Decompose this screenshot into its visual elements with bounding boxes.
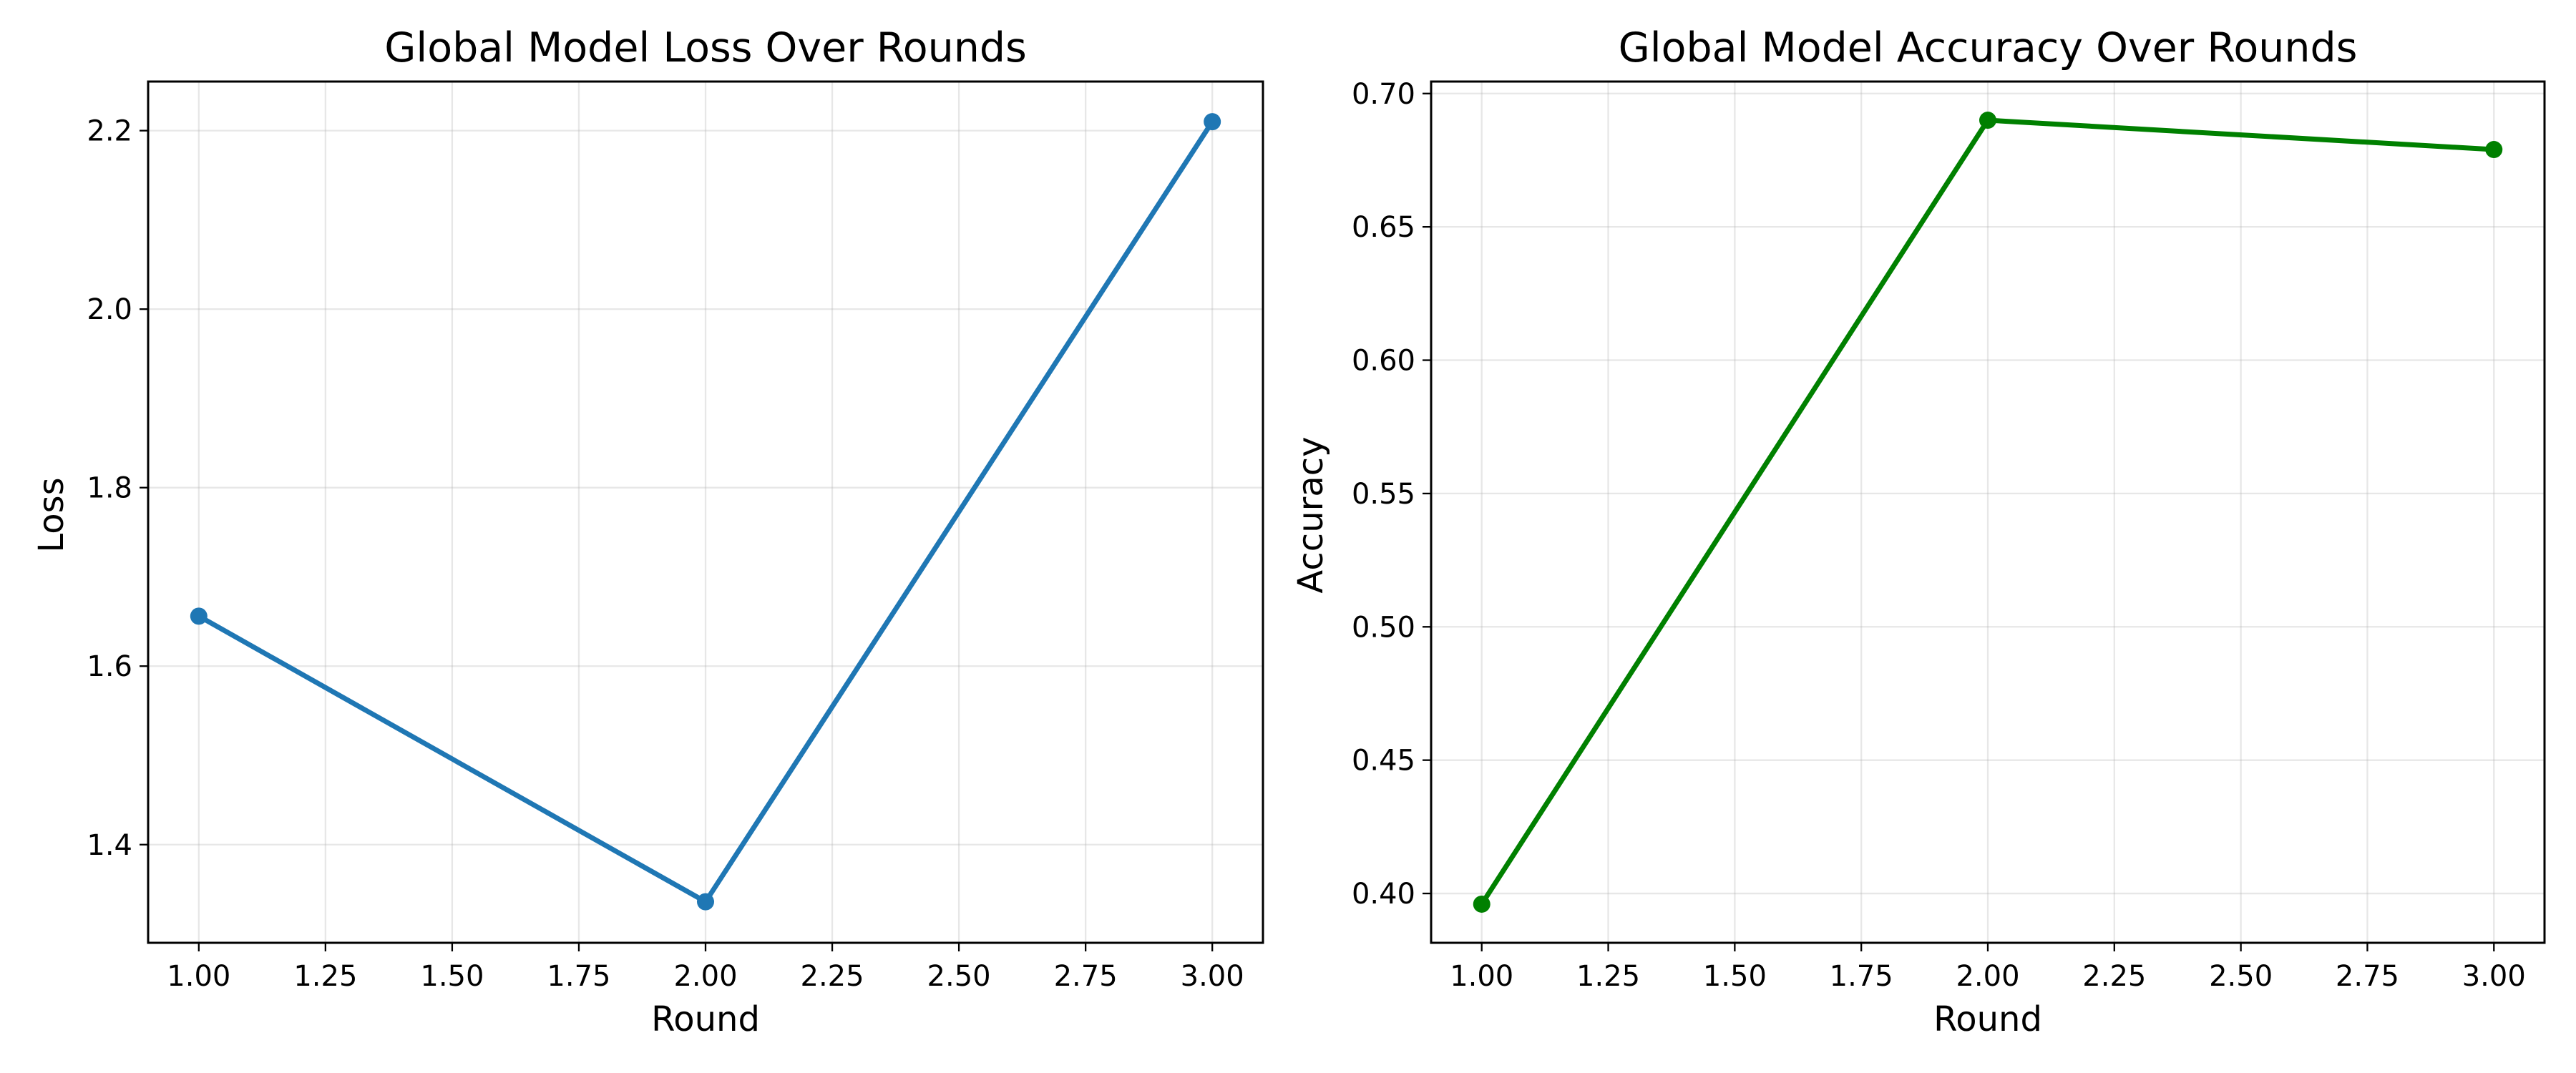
accuracy-y-tick-label: 0.70: [1352, 78, 1415, 111]
loss-x-tick-label: 2.75: [1054, 960, 1118, 993]
accuracy-chart-xlabel: Round: [1933, 999, 2042, 1039]
loss-y-tick-label: 1.8: [87, 472, 132, 505]
loss-x-tick-label: 3.00: [1181, 960, 1244, 993]
accuracy-x-tick-label: 3.00: [2462, 960, 2526, 993]
loss-data-point: [697, 893, 714, 911]
loss-y-tick-label: 1.6: [87, 650, 132, 683]
accuracy-x-tick-label: 1.50: [1703, 960, 1767, 993]
loss-x-tick-label: 2.00: [673, 960, 737, 993]
accuracy-x-tick-label: 1.00: [1450, 960, 1513, 993]
loss-x-tick-label: 2.25: [801, 960, 864, 993]
loss-data-point: [190, 607, 208, 625]
loss-x-tick-label: 2.50: [927, 960, 991, 993]
loss-chart-ylabel: Loss: [31, 477, 72, 552]
accuracy-y-tick-label: 0.60: [1352, 345, 1415, 378]
accuracy-chart: 1.00 1.25 1.50 1.75 2.00 2.25 2.50 2.75 3.00 0.40…: [1291, 24, 2546, 1039]
loss-x-tick-label: 1.00: [167, 960, 230, 993]
accuracy-x-tick-label: 2.25: [2082, 960, 2146, 993]
loss-x-tick-label: 1.25: [293, 960, 357, 993]
accuracy-x-tick-label: 1.25: [1576, 960, 1640, 993]
accuracy-x-tick-label: 2.50: [2209, 960, 2273, 993]
loss-data-point: [1204, 113, 1221, 131]
accuracy-data-point: [2485, 141, 2503, 159]
accuracy-y-tick-label: 0.55: [1352, 478, 1415, 511]
loss-plot-area: 1.00 1.25 1.50 1.75 2.00 2.25 2.50 2.75 3.00 1.4 1…: [87, 80, 1264, 993]
loss-chart-xlabel: Round: [651, 999, 760, 1039]
accuracy-data-point: [1979, 112, 1996, 129]
loss-y-tick-label: 1.4: [87, 829, 132, 862]
accuracy-chart-title: Global Model Accuracy Over Rounds: [1619, 24, 2358, 72]
accuracy-plot-area: 1.00 1.25 1.50 1.75 2.00 2.25 2.50 2.75 3.00 0.40…: [1352, 78, 2546, 993]
loss-x-tick-label: 1.75: [547, 960, 610, 993]
accuracy-y-tick-label: 0.65: [1352, 211, 1415, 244]
loss-y-tick-label: 2.2: [87, 115, 132, 148]
accuracy-y-tick-label: 0.40: [1352, 878, 1415, 911]
loss-x-tick-label: 1.50: [420, 960, 484, 993]
loss-chart: 1.00 1.25 1.50 1.75 2.00 2.25 2.50 2.75 3.00 1.4 1…: [31, 24, 1264, 1039]
accuracy-x-tick-label: 1.75: [1830, 960, 1893, 993]
accuracy-x-tick-label: 2.00: [1956, 960, 2019, 993]
accuracy-y-tick-label: 0.45: [1352, 745, 1415, 778]
accuracy-x-tick-label: 2.75: [2336, 960, 2399, 993]
accuracy-chart-ylabel: Accuracy: [1291, 436, 1331, 593]
loss-chart-title: Global Model Loss Over Rounds: [384, 24, 1027, 72]
accuracy-data-point: [1473, 895, 1491, 913]
loss-y-tick-label: 2.0: [87, 293, 132, 326]
accuracy-y-tick-label: 0.50: [1352, 611, 1415, 644]
